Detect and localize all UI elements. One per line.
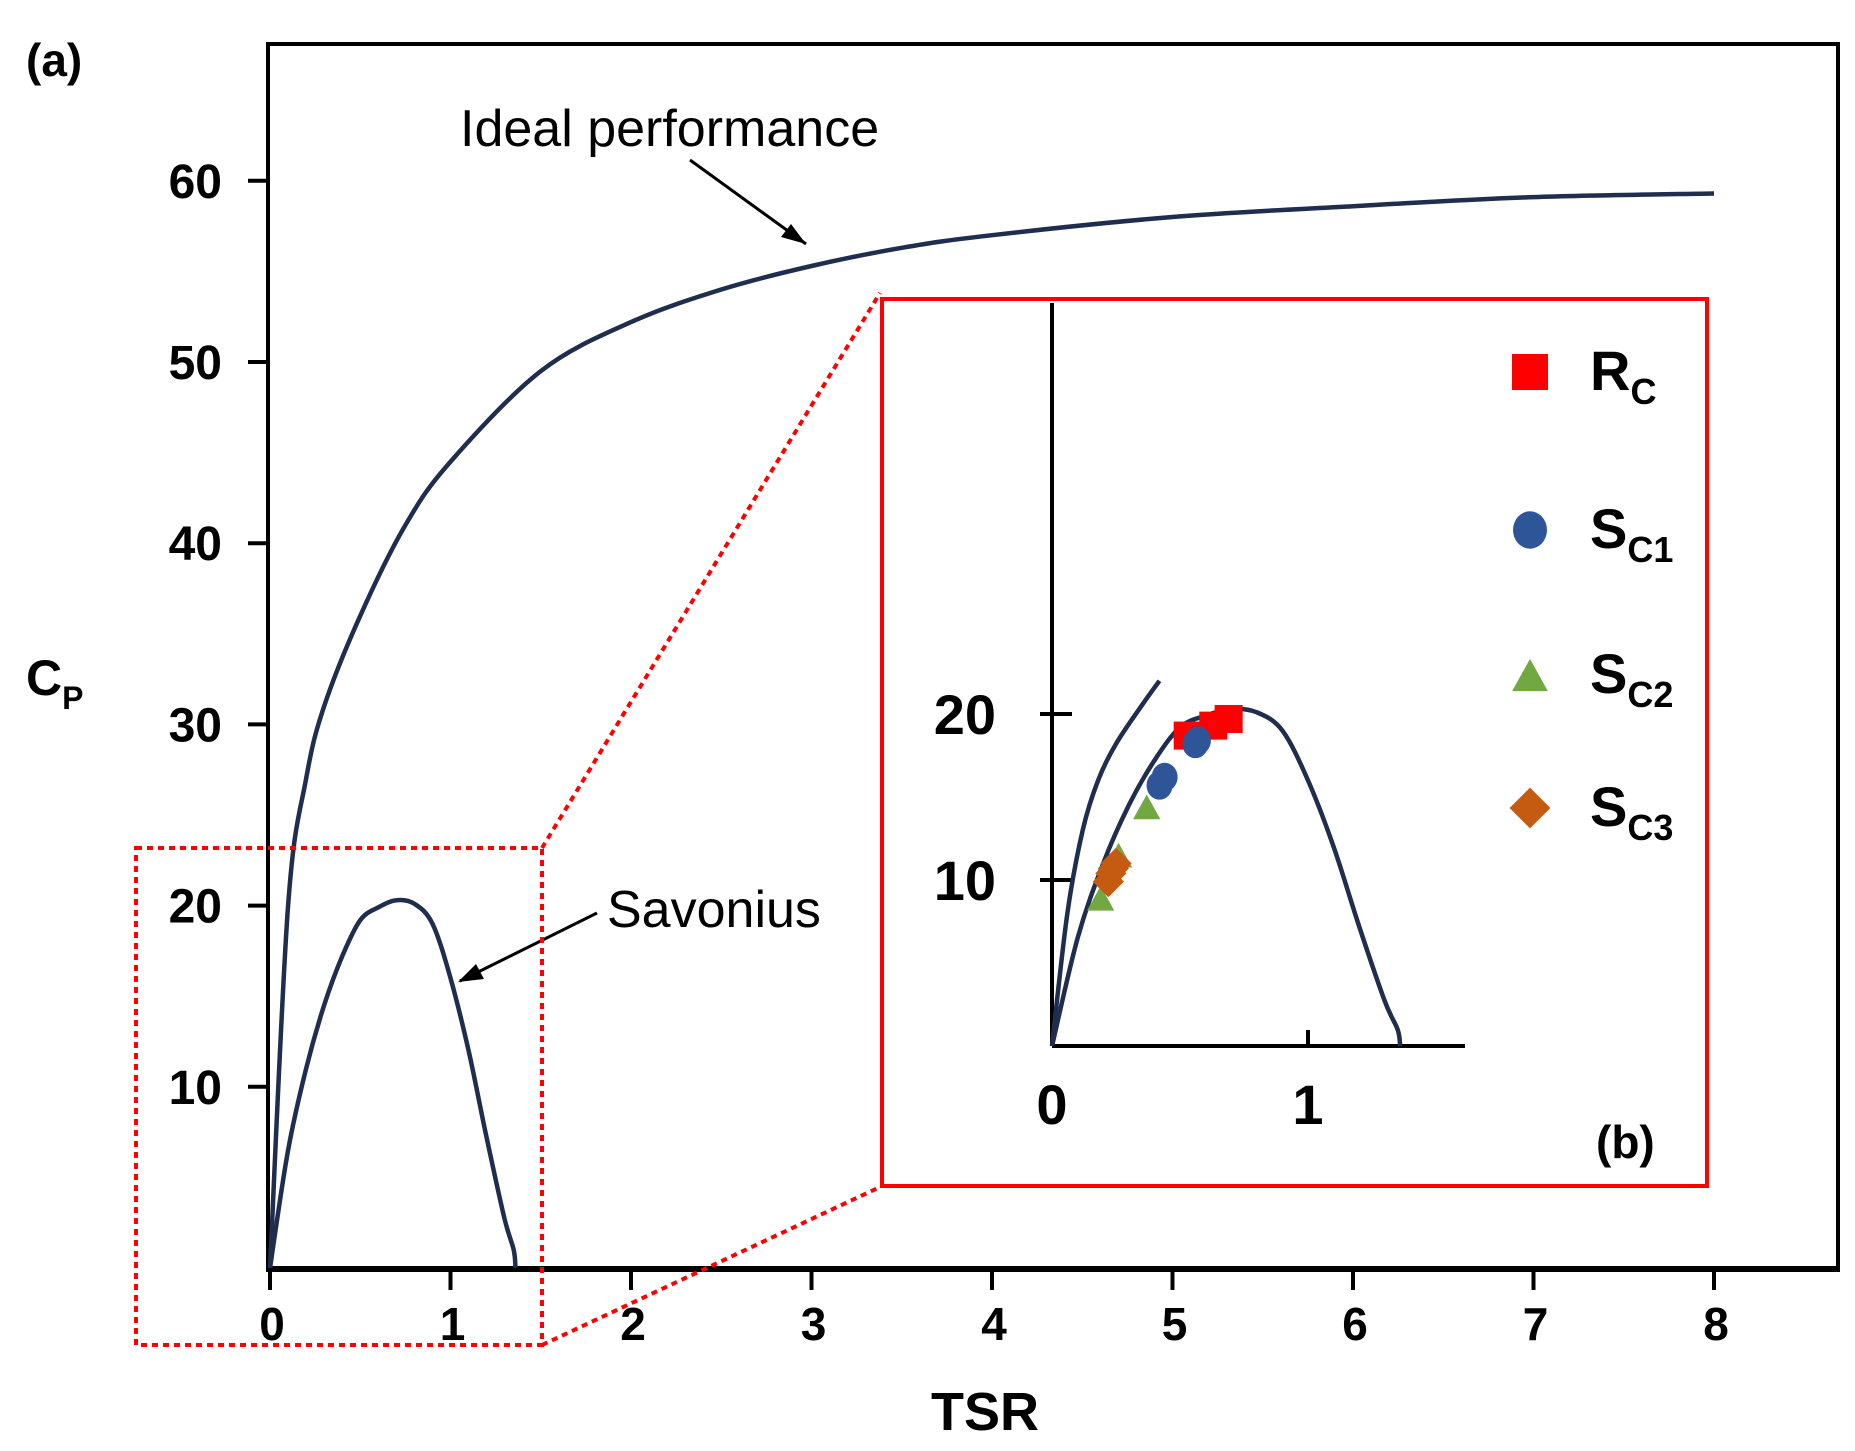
data-point-sc2: [1086, 885, 1115, 911]
data-point-sc1: [1151, 762, 1178, 792]
legend-marker-rc: [1512, 354, 1548, 390]
data-point-rc: [1214, 704, 1243, 733]
legend-label-sub: C: [1630, 371, 1656, 412]
legend-label-main: S: [1590, 497, 1627, 560]
savonius-annotation-arrow: [459, 911, 598, 983]
legend-label-rc: RC: [1590, 339, 1656, 412]
inset-savonius-curve: [1049, 706, 1403, 1047]
ideal-annotation-arrowhead: [781, 224, 806, 244]
legend-label-sc2: SC2: [1590, 642, 1673, 715]
x-tick-label: 5: [1162, 1298, 1188, 1350]
ideal-performance-annotation: Ideal performance: [460, 100, 879, 158]
panel-label-a: (a): [26, 34, 82, 86]
savonius-annotation-arrowhead: [458, 964, 484, 982]
inset-x-tick-label: 0: [1036, 1073, 1067, 1136]
x-tick-label: 0: [259, 1298, 285, 1350]
y-tick-label: 50: [169, 337, 222, 390]
x-tick-label: 6: [1342, 1298, 1368, 1350]
legend-marker-sc1: [1513, 511, 1547, 549]
legend-label-sub: C2: [1627, 674, 1673, 715]
zoom-selection-box: [134, 846, 544, 1347]
x-axis-label: TSR: [931, 1382, 1039, 1442]
inset-frame: [880, 297, 1709, 1188]
data-point-sc2: [1133, 794, 1161, 820]
savonius-curve: [267, 897, 518, 1269]
y-axis-label: CP: [26, 650, 83, 716]
legend-label-sub: C1: [1627, 529, 1673, 570]
data-point-sc1: [1184, 726, 1211, 755]
legend-label-sc3: SC3: [1590, 775, 1673, 848]
data-point-sc3: [1100, 847, 1132, 879]
y-axis-label-main: C: [26, 650, 62, 706]
inset-series: [1049, 679, 1403, 1047]
x-tick-label: 3: [801, 1298, 827, 1350]
y-tick-label: 10: [169, 1062, 222, 1115]
legend-marker-sc2: [1512, 658, 1548, 692]
y-axis-label-sub: P: [62, 680, 83, 716]
y-tick-label: 20: [169, 881, 222, 934]
legend-label-main: S: [1590, 775, 1627, 838]
inset-points: [1086, 704, 1243, 911]
x-tick-label: 7: [1523, 1298, 1549, 1350]
inset-y-tick-label: 20: [934, 683, 996, 746]
zoom-connector-top: [540, 291, 882, 850]
zoom-connector-bottom: [541, 1185, 881, 1347]
main-series: [267, 191, 1715, 1269]
x-tick-label: 1: [440, 1298, 466, 1350]
y-tick-label: 40: [169, 518, 222, 571]
x-tick-label: 4: [981, 1298, 1007, 1350]
panel-label-b: (b): [1596, 1116, 1655, 1168]
legend-marker-sc3: [1509, 787, 1551, 829]
legend-label-sc1: SC1: [1590, 497, 1673, 570]
inset-axes: 0 1 10 20: [934, 303, 1465, 1136]
y-tick-label: 30: [169, 699, 222, 752]
inset-y-tick-label: 10: [934, 849, 996, 912]
legend-label-main: R: [1590, 339, 1630, 402]
ideal-performance-curve: [267, 191, 1715, 1269]
legend-label-sub: C3: [1627, 807, 1673, 848]
inset-x-tick-label: 1: [1292, 1073, 1323, 1136]
inset-ideal-performance-curve: [1049, 679, 1162, 1047]
x-tick-label: 8: [1703, 1298, 1729, 1350]
legend-label-main: S: [1590, 642, 1627, 705]
y-tick-label: 60: [169, 156, 222, 209]
savonius-annotation: Savonius: [607, 881, 821, 939]
